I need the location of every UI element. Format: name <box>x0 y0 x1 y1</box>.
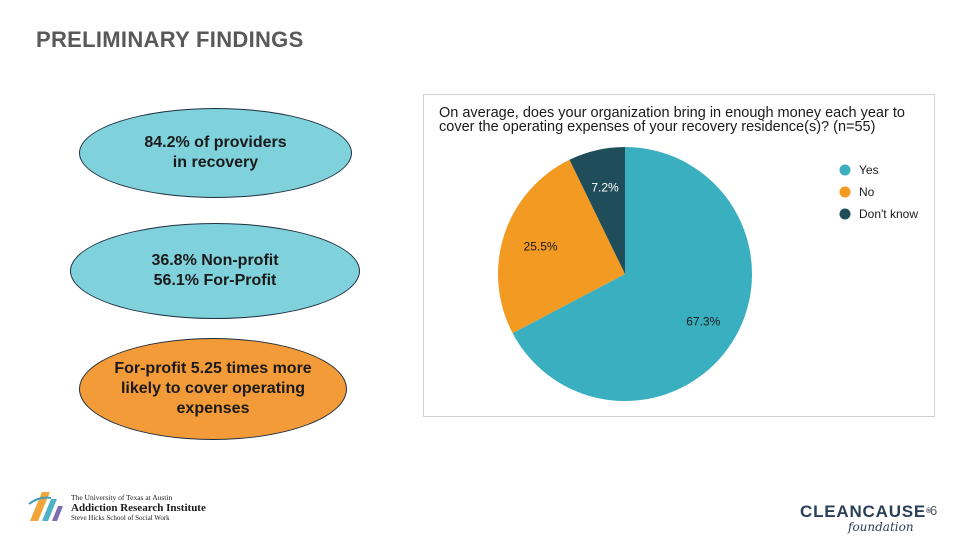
cleancause-trademark: ® <box>926 508 933 515</box>
chart-frame <box>423 94 935 417</box>
addiction-research-institute-logo <box>27 488 65 529</box>
chart-title: On average, does your organization bring… <box>439 105 905 135</box>
finding-profit-status: 36.8% Non-profit 56.1% For-Profit <box>70 223 360 319</box>
cleancause-logo: CLEANCAUSE® foundation <box>800 502 931 534</box>
ari-school: Steve Hicks School of Social Work <box>71 514 170 522</box>
ari-university: The University of Texas at Austin <box>71 493 173 502</box>
cleancause-wordmark: CLEANCAUSE® <box>800 502 931 521</box>
page-title: PRELIMINARY FINDINGS <box>36 27 304 52</box>
ari-institute-name: Addiction Research Institute <box>71 502 206 514</box>
finding-providers-in-recovery: 84.2% of providers in recovery <box>79 108 352 198</box>
page-number: 6 <box>930 503 938 518</box>
ari-emblem-icon <box>28 492 63 521</box>
ari-text-block: The University of Texas at Austin Addict… <box>71 493 206 523</box>
finding-for-profit-likelihood: For-profit 5.25 times more likely to cov… <box>79 338 347 440</box>
cleancause-foundation: foundation <box>848 520 914 534</box>
cleancause-name: CLEANCAUSE <box>800 502 927 521</box>
